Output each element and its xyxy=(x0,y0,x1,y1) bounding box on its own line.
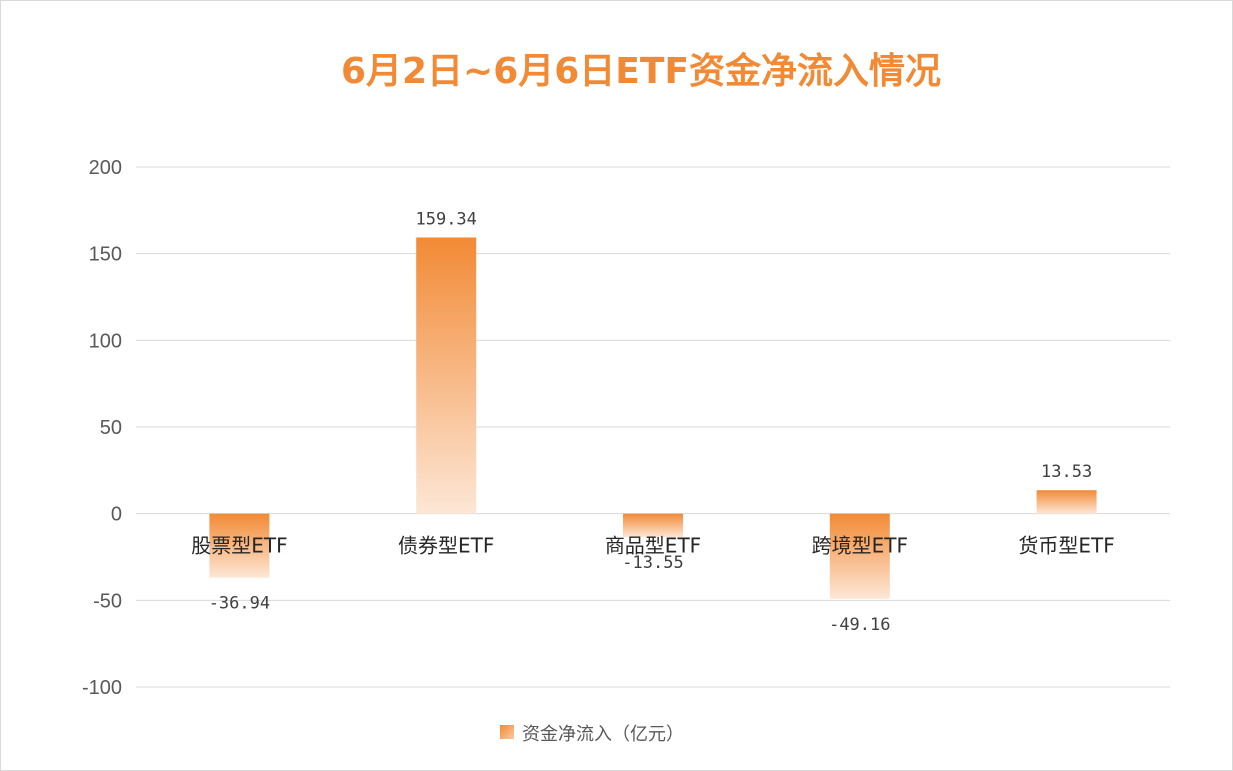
data-label: 13.53 xyxy=(1041,462,1092,482)
y-tick-label: 200 xyxy=(89,157,122,179)
data-label: -36.94 xyxy=(209,594,270,614)
y-tick-label: -100 xyxy=(82,677,122,699)
legend: 资金净流入（亿元） xyxy=(500,724,684,745)
bar-layer xyxy=(209,237,1097,599)
data-label: -49.16 xyxy=(829,615,890,635)
category-label: 股票型ETF xyxy=(191,534,287,558)
legend-swatch xyxy=(500,725,514,739)
data-label: 159.34 xyxy=(415,209,476,229)
legend-label: 资金净流入（亿元） xyxy=(522,724,684,745)
grid-layer xyxy=(136,166,1170,688)
bar xyxy=(623,513,683,538)
y-tick-label: 150 xyxy=(89,244,122,266)
label-layer: -100 -50 0 50 100 150 200 -36.94 股票型ETF 159.34 债券型… xyxy=(82,157,1115,699)
category-label: 跨境型ETF xyxy=(812,534,908,558)
category-label: 债券型ETF xyxy=(398,534,494,558)
bar xyxy=(1036,490,1097,514)
category-label: 商品型ETF xyxy=(605,534,701,558)
y-tick-label: -50 xyxy=(93,590,122,612)
bar xyxy=(209,513,270,578)
bar xyxy=(416,237,477,514)
chart-title: 6月2日~6月6日ETF资金净流入情况 xyxy=(341,50,941,92)
y-tick-label: 100 xyxy=(89,330,122,352)
y-tick-label: 50 xyxy=(100,417,122,439)
y-tick-label: 0 xyxy=(111,504,122,526)
category-label: 货币型ETF xyxy=(1018,534,1114,558)
bar xyxy=(829,513,890,599)
data-label: -13.55 xyxy=(622,553,683,573)
